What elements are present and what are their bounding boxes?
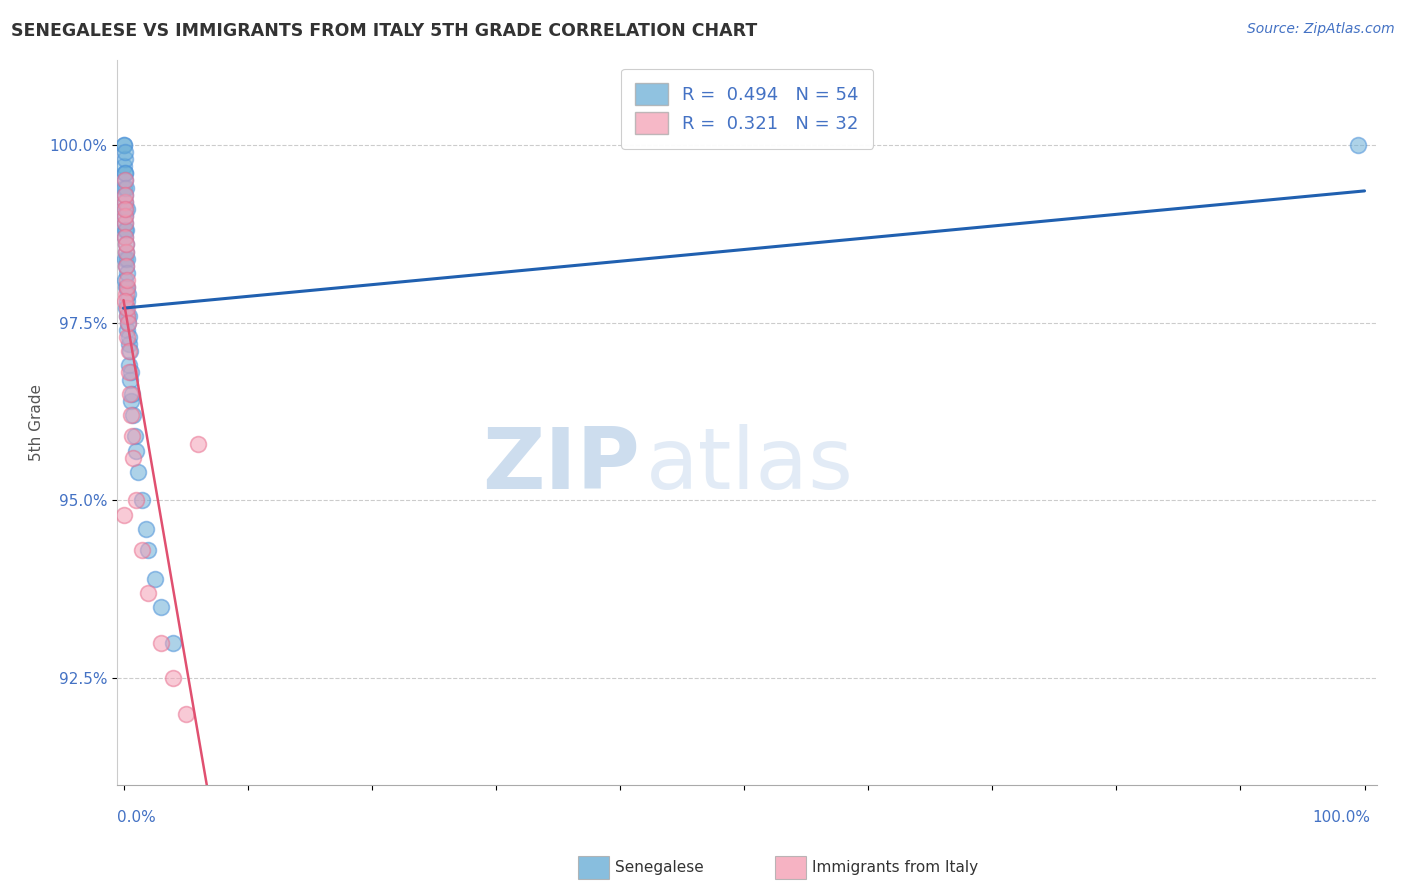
Point — [114, 166, 136, 180]
Point — [117, 202, 139, 216]
Point — [114, 216, 136, 230]
Text: 0.0%: 0.0% — [117, 810, 156, 825]
Point — [127, 465, 149, 479]
Point — [114, 166, 136, 180]
Point — [118, 344, 141, 359]
Point — [114, 209, 136, 223]
Point — [117, 330, 139, 344]
Point — [115, 259, 138, 273]
Point — [117, 266, 139, 280]
Point — [115, 280, 138, 294]
Point — [122, 450, 145, 465]
Point — [118, 373, 141, 387]
Point — [125, 443, 148, 458]
Point — [115, 259, 138, 273]
Point — [117, 316, 139, 330]
Point — [114, 216, 136, 230]
Point — [117, 337, 139, 351]
Point — [115, 237, 138, 252]
Point — [120, 408, 142, 422]
Point — [115, 309, 138, 323]
Point — [114, 244, 136, 259]
Point — [117, 301, 139, 316]
Text: SENEGALESE VS IMMIGRANTS FROM ITALY 5TH GRADE CORRELATION CHART: SENEGALESE VS IMMIGRANTS FROM ITALY 5TH … — [11, 22, 758, 40]
Point — [138, 543, 160, 558]
Point — [112, 159, 135, 173]
Point — [117, 316, 139, 330]
Text: ZIP: ZIP — [482, 425, 640, 508]
Y-axis label: 5th Grade: 5th Grade — [30, 384, 44, 461]
Point — [114, 152, 136, 166]
Point — [115, 180, 138, 194]
Point — [162, 671, 184, 685]
Point — [114, 202, 136, 216]
Point — [114, 202, 136, 216]
Point — [1347, 137, 1369, 152]
Point — [115, 301, 138, 316]
Point — [114, 244, 136, 259]
Point — [114, 173, 136, 187]
Point — [115, 252, 138, 266]
Point — [117, 344, 139, 359]
Point — [187, 436, 209, 450]
Point — [143, 572, 166, 586]
Point — [122, 408, 145, 422]
Point — [114, 223, 136, 237]
Point — [112, 137, 135, 152]
Point — [118, 330, 141, 344]
Point — [114, 230, 136, 244]
Point — [114, 273, 136, 287]
Point — [117, 287, 139, 301]
Point — [174, 706, 197, 721]
Point — [121, 386, 143, 401]
Point — [149, 636, 172, 650]
Point — [118, 366, 141, 380]
Point — [118, 359, 141, 373]
Point — [112, 137, 135, 152]
Point — [115, 280, 138, 294]
Point — [115, 237, 138, 252]
Point — [131, 493, 153, 508]
Legend: R =  0.494   N = 54, R =  0.321   N = 32: R = 0.494 N = 54, R = 0.321 N = 32 — [621, 69, 873, 149]
Point — [120, 366, 142, 380]
Point — [114, 223, 136, 237]
Text: 100.0%: 100.0% — [1313, 810, 1371, 825]
Point — [112, 180, 135, 194]
Point — [120, 393, 142, 408]
Point — [125, 493, 148, 508]
Point — [115, 280, 138, 294]
Point — [114, 145, 136, 159]
Point — [124, 429, 146, 443]
Point — [114, 294, 136, 309]
Text: Senegalese: Senegalese — [614, 860, 704, 874]
Point — [112, 508, 135, 522]
Point — [118, 386, 141, 401]
Text: atlas: atlas — [647, 425, 855, 508]
Point — [117, 273, 139, 287]
Point — [115, 309, 138, 323]
Point — [114, 209, 136, 223]
Point — [135, 522, 157, 536]
Point — [149, 600, 172, 615]
Point — [114, 252, 136, 266]
Point — [114, 173, 136, 187]
Point — [117, 323, 139, 337]
Point — [114, 194, 136, 209]
Point — [117, 294, 139, 309]
Point — [114, 230, 136, 244]
Point — [117, 309, 139, 323]
Point — [162, 636, 184, 650]
Point — [115, 287, 138, 301]
Text: Immigrants from Italy: Immigrants from Italy — [811, 860, 979, 874]
Point — [114, 187, 136, 202]
Point — [138, 586, 160, 600]
Point — [114, 194, 136, 209]
Point — [114, 187, 136, 202]
Point — [131, 543, 153, 558]
Text: Source: ZipAtlas.com: Source: ZipAtlas.com — [1247, 22, 1395, 37]
Point — [121, 429, 143, 443]
